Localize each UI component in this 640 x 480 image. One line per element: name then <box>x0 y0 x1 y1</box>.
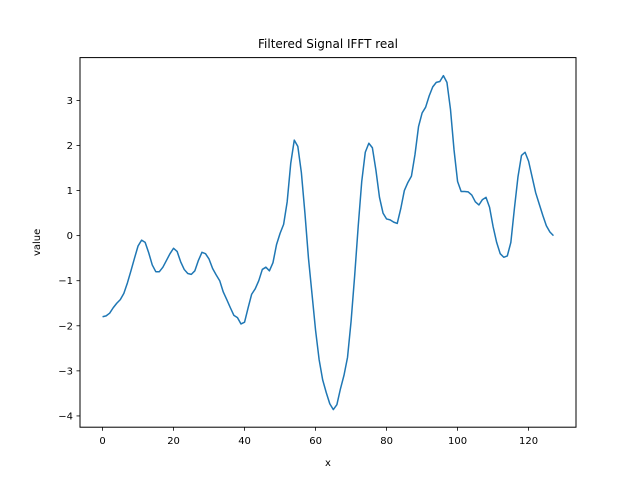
x-tick-label: 0 <box>99 436 105 447</box>
y-tick-label: −4 <box>58 411 73 422</box>
x-tick-label: 120 <box>519 436 538 447</box>
chart-title: Filtered Signal IFFT real <box>258 37 398 51</box>
y-tick-label: −3 <box>58 366 73 377</box>
y-axis-label: value <box>32 229 43 256</box>
plot-frame <box>79 57 577 428</box>
y-tick-label: 0 <box>67 231 73 242</box>
plot-area <box>80 57 576 428</box>
x-tick-label: 40 <box>238 436 251 447</box>
y-tick-label: −1 <box>58 276 73 287</box>
y-tick-label: −2 <box>58 321 73 332</box>
x-tick-label: 100 <box>448 436 467 447</box>
ticks-group: 0 20 40 60 80 100 120 −4 −3 −2 −1 0 1 2 3 <box>58 96 538 447</box>
x-axis-label: x <box>325 458 331 469</box>
y-tick-label: 3 <box>67 96 73 107</box>
series-line-0 <box>102 74 554 411</box>
y-tick-label: 1 <box>67 186 73 197</box>
x-tick-label: 60 <box>309 436 322 447</box>
series-group <box>102 74 554 411</box>
x-tick-label: 20 <box>167 436 180 447</box>
y-tick-label: 2 <box>67 141 73 152</box>
x-tick-label: 80 <box>380 436 393 447</box>
